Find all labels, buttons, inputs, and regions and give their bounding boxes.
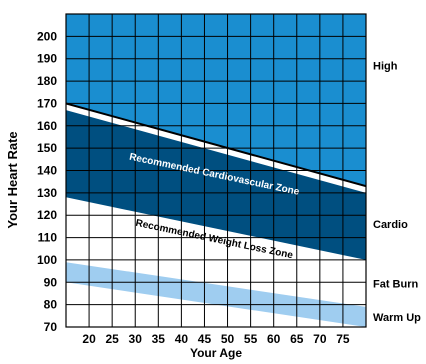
zone-area-0 — [66, 14, 366, 187]
y-tick-label: 80 — [44, 298, 58, 312]
gridlines — [66, 14, 366, 327]
y-tick-label: 130 — [37, 186, 57, 200]
x-tick-label: 60 — [267, 332, 281, 346]
zone-label: High — [373, 60, 398, 72]
zone-label: Fat Burn — [373, 278, 419, 290]
y-tick-labels: 70 80 90 100 110 120 130 140 150 160 170 180 190 200 — [37, 29, 57, 334]
y-tick-label: 110 — [38, 231, 58, 245]
y-tick-label: 200 — [37, 29, 57, 43]
zone-areas — [66, 14, 366, 327]
x-tick-labels: 20 25 30 35 40 45 50 55 60 65 70 75 — [82, 332, 350, 346]
y-tick-label: 100 — [37, 253, 57, 267]
y-axis-label: Your Heart Rate — [5, 131, 20, 228]
x-tick-label: 55 — [244, 332, 258, 346]
x-tick-label: 45 — [198, 332, 212, 346]
plot-frame — [65, 13, 367, 328]
y-tick-label: 150 — [37, 141, 57, 155]
zone-boundaries — [66, 102, 366, 188]
y-tick-label: 160 — [37, 119, 57, 133]
zone-label: Cardio — [373, 219, 408, 231]
high-zone-boundary — [66, 102, 366, 188]
x-tick-label: 20 — [82, 332, 96, 346]
x-tick-label: 70 — [313, 332, 327, 346]
zone-area-1 — [66, 110, 366, 260]
x-tick-label: 50 — [221, 332, 235, 346]
x-tick-label: 30 — [129, 332, 143, 346]
y-tick-label: 90 — [44, 275, 58, 289]
x-tick-label: 75 — [336, 332, 350, 346]
zone-label: Warm Up — [373, 312, 421, 324]
x-axis-label: Your Age — [190, 346, 242, 360]
x-tick-label: 40 — [175, 332, 189, 346]
zone-labels: High Cardio Fat Burn Warm Up — [373, 60, 421, 324]
x-tick-label: 35 — [152, 332, 166, 346]
y-tick-label: 140 — [37, 164, 57, 178]
y-tick-label: 190 — [37, 52, 57, 66]
x-tick-label: 25 — [105, 332, 119, 346]
y-tick-label: 170 — [37, 96, 57, 110]
y-tick-label: 70 — [44, 320, 58, 334]
y-tick-label: 120 — [37, 208, 57, 222]
x-tick-label: 65 — [290, 332, 304, 346]
zone-area-3 — [66, 262, 366, 327]
zone-area-2 — [66, 197, 366, 260]
y-tick-label: 180 — [37, 74, 57, 88]
